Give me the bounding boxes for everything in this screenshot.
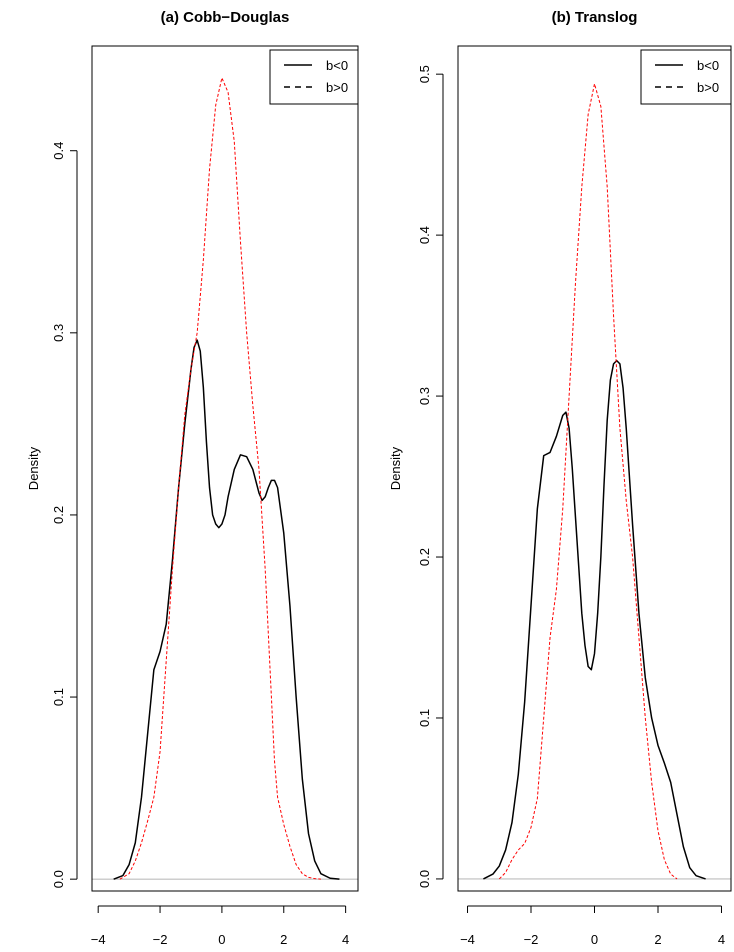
plot-frame [457,45,732,892]
x-tick-label: 0 [218,932,225,947]
legend-label: b<0 [697,58,719,73]
legend-label: b>0 [697,80,719,95]
chart-title: (b) Translog [552,9,638,26]
density-curve-b-negative [113,339,340,880]
density-curve-b-positive [119,77,321,880]
y-tick-label: 0.4 [417,226,432,244]
panel-translog: (b) Translog −4 −2 0 2 4 0.0 0.1 0.2 0.3 0.4 0.5 Den… [388,9,732,947]
density-curve-b-negative [483,359,706,880]
legend-box [640,49,732,105]
x-tick-label: 4 [718,932,725,947]
x-tick-label: −4 [460,932,475,947]
legend-label: b>0 [326,80,348,95]
x-tick-label: 2 [280,932,287,947]
x-tick-label: 4 [342,932,349,947]
legend-label: b<0 [326,58,348,73]
y-tick-label: 0.3 [51,324,66,342]
x-tick-label: −4 [91,932,106,947]
legend-box [269,49,359,105]
legend: b<0b>0 [269,49,359,105]
y-tick-label: 0.0 [51,870,66,888]
legend: b<0b>0 [640,49,732,105]
y-tick-label: 0.4 [51,142,66,160]
y-tick-label: 0.2 [417,548,432,566]
panel-cobb-douglas: (a) Cobb−Douglas −4 −2 0 2 4 0.0 0.1 0.2 0.3 0.4 De… [26,9,359,947]
x-tick-label: 2 [654,932,661,947]
chart-title: (a) Cobb−Douglas [161,9,290,26]
y-tick-label: 0.0 [417,870,432,888]
y-tick-label: 0.1 [417,709,432,727]
x-tick-label: 0 [591,932,598,947]
y-axis-label: Density [26,446,41,490]
y-tick-label: 0.5 [417,65,432,83]
density-curve-b-positive [498,83,678,880]
y-axis-label: Density [388,446,403,490]
plot-frame [91,45,359,892]
x-tick-label: −2 [153,932,168,947]
x-tick-label: −2 [524,932,539,947]
y-tick-label: 0.1 [51,688,66,706]
y-tick-label: 0.3 [417,387,432,405]
y-tick-label: 0.2 [51,506,66,524]
